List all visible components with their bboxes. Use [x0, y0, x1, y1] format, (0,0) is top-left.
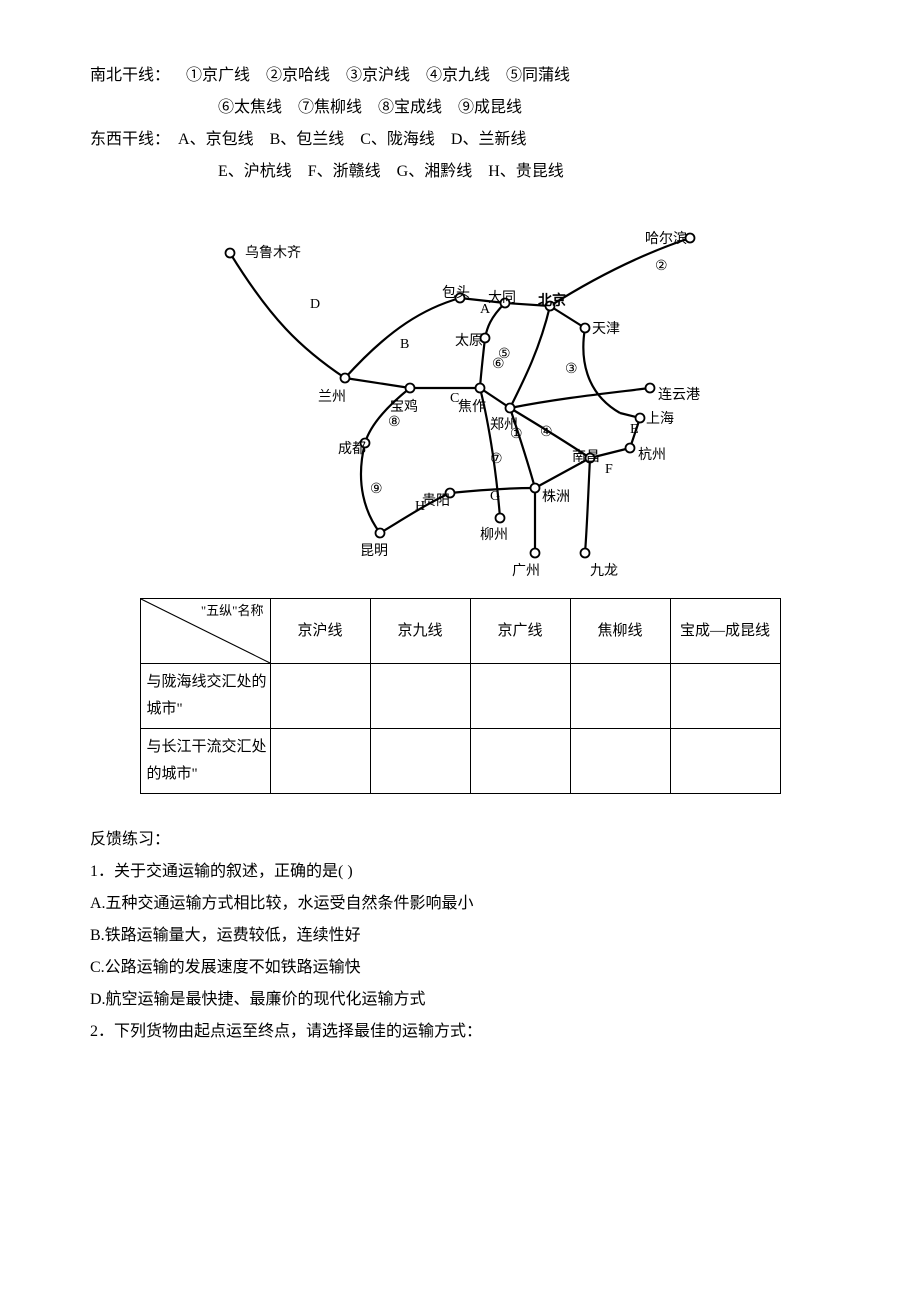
q1-option-b: B.铁路运输量大，运费较低，连续性好: [90, 920, 830, 952]
ns-items-1: ①京广线 ②京哈线 ③京沪线 ④京九线 ⑤同蒲线: [170, 67, 570, 84]
table-cell: [670, 729, 780, 794]
city-label: 哈尔滨: [645, 226, 687, 254]
rail-line: [230, 253, 345, 378]
table-col-header: 京沪线: [270, 599, 370, 664]
city-label: 包头: [442, 280, 470, 308]
rail-line: [345, 378, 410, 388]
city-label: 广州: [512, 558, 540, 586]
city-label: 宝鸡: [390, 394, 418, 422]
table-cell: [570, 664, 670, 729]
table-cell: [270, 729, 370, 794]
rail-line: [585, 458, 590, 553]
line-label: ③: [565, 362, 578, 377]
railway-map: DBA②⑤⑥C③EF①④⑦⑧⑨HG 乌鲁木齐哈尔滨包头大同北京天津太原兰州宝鸡焦…: [190, 198, 730, 578]
city-label: 北京: [538, 288, 566, 316]
table-cell: [470, 729, 570, 794]
line-label: G: [490, 489, 500, 504]
table-row: 与陇海线交汇处的城市": [140, 664, 780, 729]
line-label: B: [400, 337, 409, 352]
table-col-header: 京九线: [370, 599, 470, 664]
city-label: 大同: [488, 285, 516, 313]
table-cell: [370, 664, 470, 729]
q1-option-a: A.五种交通运输方式相比较，水运受自然条件影响最小: [90, 888, 830, 920]
table-row-header: 与陇海线交汇处的城市": [140, 664, 270, 729]
city-label: 郑州: [490, 412, 518, 440]
city-label: 太原: [455, 328, 483, 356]
city-label: 株洲: [542, 484, 570, 512]
table-col-header: 焦柳线: [570, 599, 670, 664]
city-node: [626, 444, 635, 453]
city-label: 九龙: [590, 558, 618, 586]
city-node: [531, 484, 540, 493]
line-label: D: [310, 297, 320, 312]
table-row-header: 与长江干流交汇处的城市": [140, 729, 270, 794]
ew-items-1: A、京包线 B、包兰线 C、陇海线 D、兰新线: [170, 131, 526, 148]
city-label: 成都: [338, 436, 366, 464]
ns-line-2: ⑥太焦线 ⑦焦柳线 ⑧宝成线 ⑨成昆线: [218, 92, 830, 124]
city-node: [341, 374, 350, 383]
city-label: 天津: [592, 316, 620, 344]
city-label: 上海: [646, 406, 674, 434]
five-vertical-table: "五纵"名称 京沪线京九线京广线焦柳线宝成—成昆线 与陇海线交汇处的城市"与长江…: [140, 598, 781, 794]
city-label: 杭州: [638, 442, 666, 470]
city-label: 焦作: [458, 394, 486, 422]
city-node: [646, 384, 655, 393]
diag-header-tr: "五纵"名称: [201, 603, 264, 619]
rail-line: [510, 388, 650, 408]
table-cell: [470, 664, 570, 729]
city-label: 兰州: [318, 384, 346, 412]
rail-line: [510, 306, 550, 408]
table-col-header: 宝成—成昆线: [670, 599, 780, 664]
q2: 2．下列货物由起点运至终点，请选择最佳的运输方式：: [90, 1016, 830, 1048]
line-label: ④: [540, 425, 553, 440]
ns-line-1: 南北干线： ①京广线 ②京哈线 ③京沪线 ④京九线 ⑤同蒲线: [90, 60, 830, 92]
line-label: F: [605, 462, 613, 477]
city-label: 昆明: [360, 538, 388, 566]
city-node: [581, 549, 590, 558]
city-node: [531, 549, 540, 558]
city-node: [476, 384, 485, 393]
city-node: [376, 529, 385, 538]
exercise-heading: 反馈练习：: [90, 824, 830, 856]
table-col-header: 京广线: [470, 599, 570, 664]
line-label: E: [630, 422, 639, 437]
city-label: 柳州: [480, 522, 508, 550]
table-cell: [670, 664, 780, 729]
ew-line-2: E、沪杭线 F、浙赣线 G、湘黔线 H、贵昆线: [218, 156, 830, 188]
city-label: 贵阳: [422, 488, 450, 516]
line-label: ⑨: [370, 482, 383, 497]
table-cell: [570, 729, 670, 794]
q1: 1．关于交通运输的叙述，正确的是( ): [90, 856, 830, 888]
ns-label: 南北干线：: [90, 67, 170, 84]
table-cell: [370, 729, 470, 794]
table-row: 与长江干流交汇处的城市": [140, 729, 780, 794]
line-label: ②: [655, 259, 668, 274]
ew-line-1: 东西干线： A、京包线 B、包兰线 C、陇海线 D、兰新线: [90, 124, 830, 156]
table-diag-header: "五纵"名称: [140, 599, 270, 664]
ew-label: 东西干线：: [90, 131, 170, 148]
q1-option-d: D.航空运输是最快捷、最廉价的现代化运输方式: [90, 984, 830, 1016]
table-cell: [270, 664, 370, 729]
line-label: ⑥: [492, 357, 505, 372]
city-node: [406, 384, 415, 393]
q1-option-c: C.公路运输的发展速度不如铁路运输快: [90, 952, 830, 984]
line-label: ⑦: [490, 452, 503, 467]
city-node: [581, 324, 590, 333]
city-node: [226, 249, 235, 258]
city-label: 南昌: [572, 444, 600, 472]
city-label: 乌鲁木齐: [245, 240, 301, 268]
